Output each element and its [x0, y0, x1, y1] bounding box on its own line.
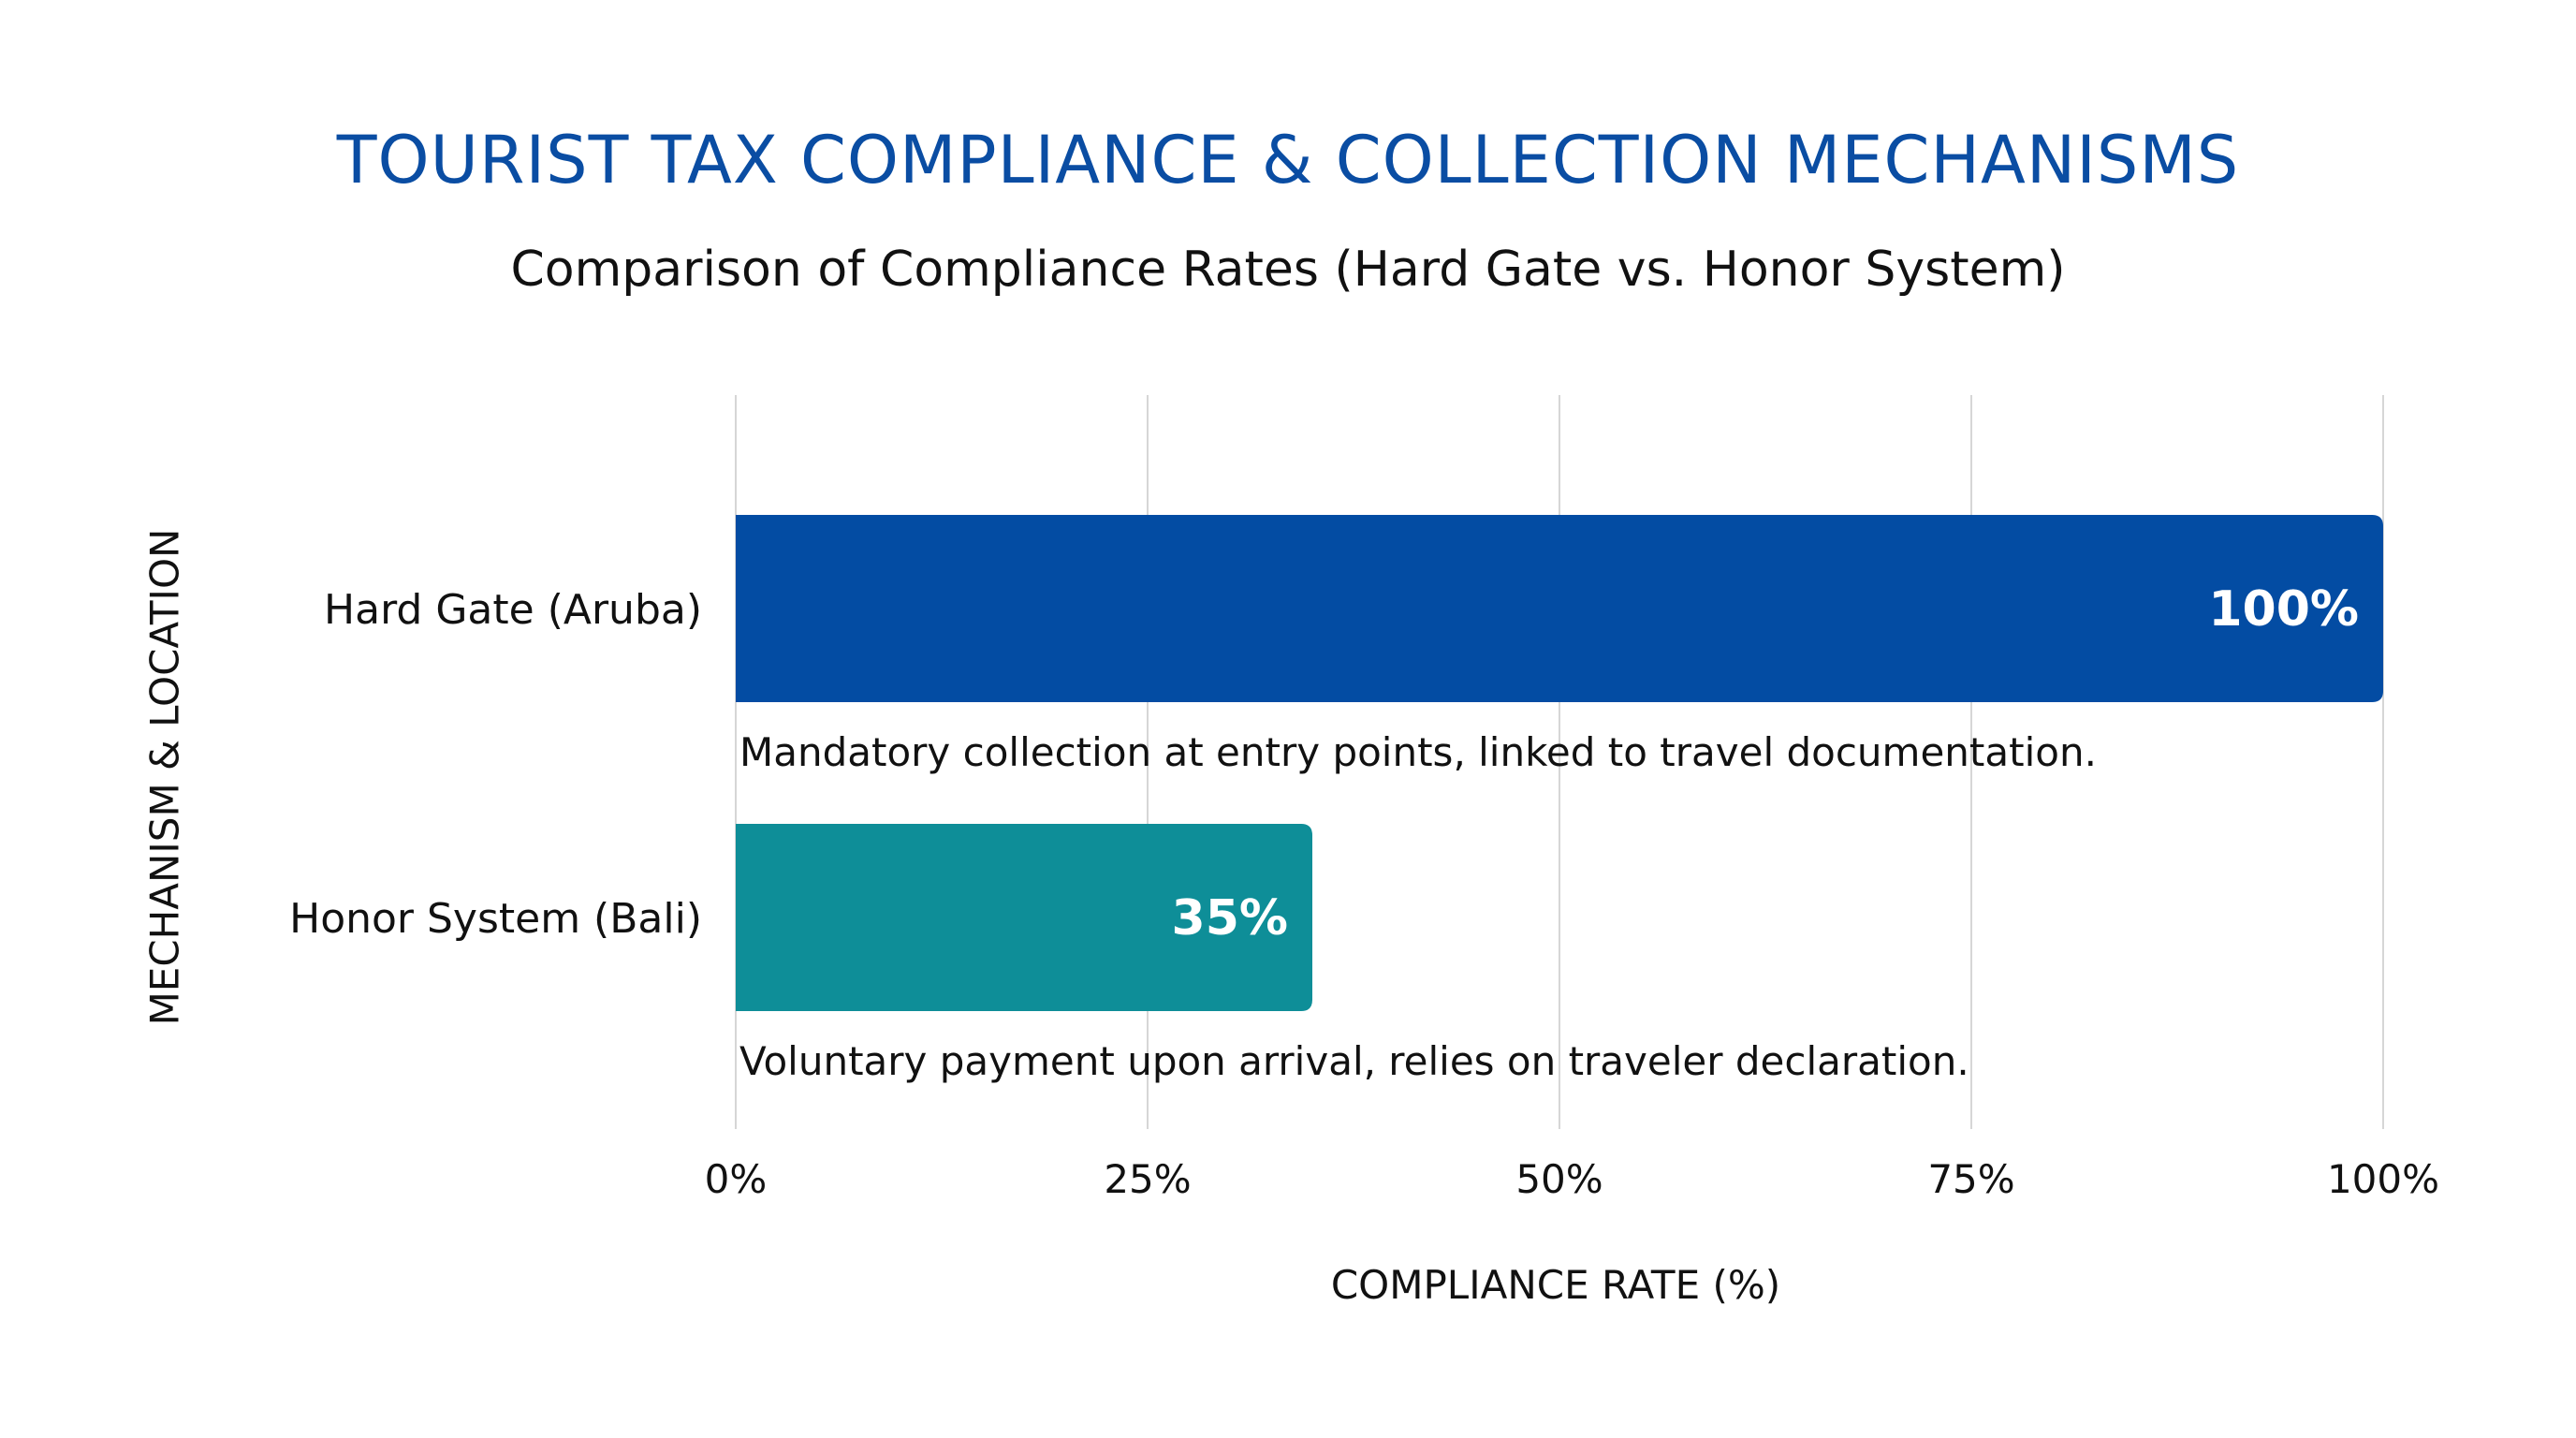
data-label: 35%: [1172, 890, 1288, 946]
x-tick-label: 50%: [1515, 1156, 1603, 1202]
annotation: Mandatory collection at entry points, li…: [739, 729, 2097, 775]
bar: [736, 824, 1312, 1011]
x-tick-label: 75%: [1927, 1156, 2014, 1202]
bar: [736, 515, 2383, 702]
x-axis-label: COMPLIANCE RATE (%): [1330, 1262, 1781, 1308]
annotation: Voluntary payment upon arrival, relies o…: [739, 1038, 1969, 1084]
x-tick-label: 25%: [1104, 1156, 1191, 1202]
chart-subtitle: Comparison of Compliance Rates (Hard Gat…: [510, 242, 2066, 298]
x-tick-label: 100%: [2327, 1156, 2439, 1202]
y-tick-label: Honor System (Bali): [289, 895, 702, 943]
data-label: 100%: [2208, 581, 2359, 638]
y-tick-label: Hard Gate (Aruba): [324, 586, 702, 634]
x-tick-label: 0%: [705, 1156, 768, 1202]
chart-title: TOURIST TAX COMPLIANCE & COLLECTION MECH…: [336, 122, 2240, 198]
